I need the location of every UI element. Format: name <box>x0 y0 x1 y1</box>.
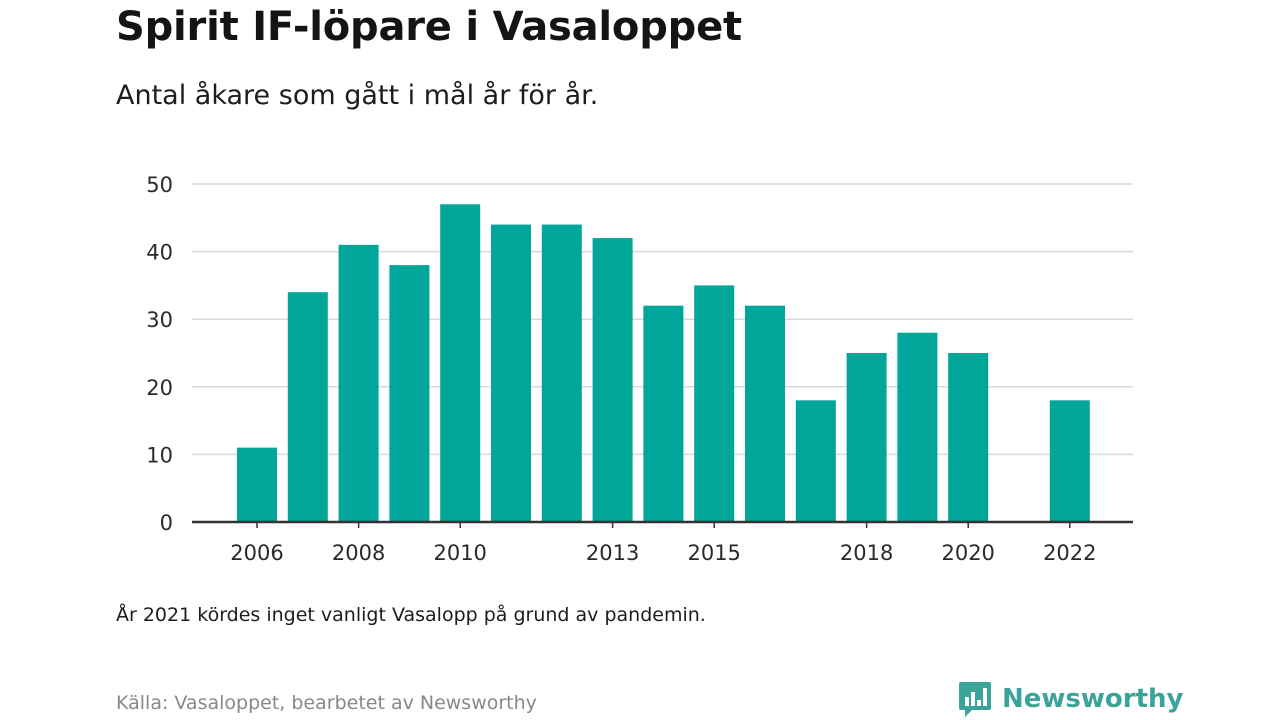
newsworthy-logo-icon <box>959 682 991 717</box>
bar <box>389 265 430 522</box>
bars <box>237 204 1090 522</box>
y-tick-label: 0 <box>160 511 173 535</box>
chart-footnote: År 2021 kördes inget vanligt Vasalopp på… <box>116 604 706 626</box>
x-tick-label: 2008 <box>332 541 385 565</box>
y-tick-label: 10 <box>146 443 173 467</box>
bar <box>897 332 938 522</box>
bar <box>287 292 328 522</box>
bar <box>440 204 481 522</box>
y-tick-label: 50 <box>146 173 173 197</box>
x-tick-label: 2022 <box>1043 541 1096 565</box>
x-tick-label: 2006 <box>230 541 283 565</box>
bar <box>694 285 735 522</box>
brand-logo: Newsworthy <box>958 680 1183 718</box>
brand-name: Newsworthy <box>1002 684 1184 714</box>
y-tick-labels: 0 10 20 30 40 50 <box>146 173 173 535</box>
bar <box>592 238 633 522</box>
bar <box>643 305 684 522</box>
bar <box>745 305 785 522</box>
bar <box>541 224 582 522</box>
x-tick-labels: 2006 2008 2010 2013 2015 2018 2020 2022 <box>230 541 1096 565</box>
bar <box>948 353 989 522</box>
bar <box>491 224 531 522</box>
bar <box>237 447 277 522</box>
x-tick-label: 2018 <box>840 541 893 565</box>
x-tick-label: 2013 <box>586 541 639 565</box>
y-tick-label: 40 <box>146 241 173 265</box>
bar <box>338 244 379 522</box>
x-tick-label: 2020 <box>941 541 994 565</box>
chart-subtitle: Antal åkare som gått i mål år för år. <box>116 80 599 111</box>
bar <box>1049 400 1090 522</box>
y-tick-label: 20 <box>146 376 173 400</box>
x-tick-label: 2010 <box>433 541 486 565</box>
x-axis <box>192 520 1133 528</box>
chart-title: Spirit IF-löpare i Vasaloppet <box>116 4 742 50</box>
y-tick-label: 30 <box>146 308 173 332</box>
bar <box>795 400 836 522</box>
source-credit: Källa: Vasaloppet, bearbetet av Newswort… <box>116 692 537 714</box>
bar <box>846 353 887 522</box>
x-tick-label: 2015 <box>687 541 740 565</box>
